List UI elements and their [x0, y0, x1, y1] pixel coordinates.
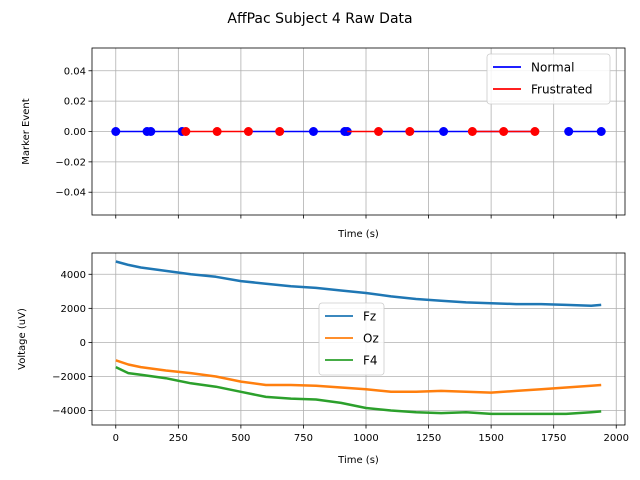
x-axis-label: Time (s) [337, 455, 379, 466]
x-tick-label: 0 [113, 433, 119, 444]
marker-point-normal [146, 127, 156, 136]
y-tick-label: 0.04 [64, 66, 86, 77]
y-tick-label: 0.00 [64, 127, 86, 138]
legend-label-normal: Normal [531, 61, 574, 75]
x-tick-label: 500 [231, 433, 250, 444]
y-axis-label: Voltage (uV) [17, 308, 28, 370]
marker-point-normal [439, 127, 449, 136]
plot-area [111, 127, 606, 136]
x-axis-label: Time (s) [337, 229, 379, 240]
y-tick-label: 2000 [61, 304, 86, 315]
marker-point-normal [564, 127, 574, 136]
marker-point-frustrated [275, 127, 285, 136]
y-tick-label: −4000 [52, 406, 86, 417]
marker-point-frustrated [212, 127, 222, 136]
x-tick-label: 1250 [416, 433, 441, 444]
legend-label-fz: Fz [363, 310, 376, 324]
legend-label-f4: F4 [363, 354, 378, 368]
x-tick-label: 250 [169, 433, 188, 444]
y-tick-label: −2000 [52, 372, 86, 383]
legend-box [318, 302, 385, 376]
marker-point-normal [596, 127, 606, 136]
axes-frame [91, 252, 626, 426]
voltage-chart: 0 250 500 750 1000 1250 1500 1750 2000 −4000 −2000… [17, 252, 629, 466]
legend-label-frustrated: Frustrated [531, 83, 593, 97]
x-tick-label: 1750 [541, 433, 566, 444]
marker-point-frustrated [499, 127, 509, 136]
marker-point-frustrated [405, 127, 415, 136]
marker-point-frustrated [467, 127, 477, 136]
series-line-f4 [115, 365, 602, 416]
x-tick-label: 2000 [604, 433, 629, 444]
y-tick-label: 4000 [61, 270, 86, 281]
marker-point-frustrated [374, 127, 384, 136]
plot-area [115, 260, 602, 416]
y-tick-label: 0.02 [64, 97, 86, 108]
marker-point-frustrated [530, 127, 540, 136]
marker-event-chart: −0.04 −0.02 0.00 0.02 0.04 Time (s) Marker Eve… [21, 47, 626, 240]
x-tick-label: 1500 [478, 433, 503, 444]
series-line-fz [115, 260, 602, 308]
y-axis-label: Marker Event [21, 98, 32, 164]
marker-point-frustrated [243, 127, 253, 136]
marker-point-normal [111, 127, 121, 136]
y-tick-label: −0.02 [55, 157, 86, 168]
series-line-oz [115, 359, 602, 394]
marker-point-frustrated [181, 127, 191, 136]
y-tick-label: −0.04 [55, 188, 86, 199]
x-tick-label: 750 [294, 433, 313, 444]
y-tick-label: 0 [80, 338, 86, 349]
x-tick-label: 1000 [353, 433, 378, 444]
marker-point-normal [308, 127, 318, 136]
legend-label-oz: Oz [363, 332, 379, 346]
figure-title: AffPac Subject 4 Raw Data [227, 11, 412, 27]
